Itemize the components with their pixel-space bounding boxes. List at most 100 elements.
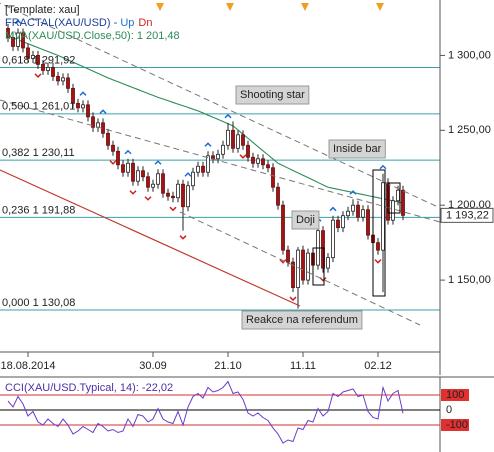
annotation-box <box>328 139 386 159</box>
fractal-up <box>379 164 387 170</box>
fractal-up <box>14 19 22 24</box>
fractal-down <box>144 196 152 201</box>
highlight-box <box>312 247 325 286</box>
annotation-text: Doji <box>296 214 315 226</box>
candle-body <box>91 116 95 128</box>
candle-body <box>156 173 160 185</box>
fractal-down <box>179 235 187 240</box>
fractal-down <box>169 206 177 212</box>
x-tick-label: 11.11 <box>290 360 316 372</box>
candle-body <box>381 182 385 251</box>
annotation-text: Inside bar <box>333 143 382 155</box>
candle-body <box>246 144 250 158</box>
candle-body <box>106 132 110 146</box>
candle-body <box>296 249 300 288</box>
candle-body <box>81 104 85 109</box>
fib-label: 0,236 1 191,88 <box>2 204 75 216</box>
candle-body <box>111 144 115 152</box>
highlight-box <box>387 182 401 214</box>
candle-body <box>271 167 275 188</box>
candle-body <box>231 129 235 149</box>
candle-body <box>361 209 365 218</box>
candle-body <box>276 186 280 206</box>
annotation-text: Shooting star <box>240 89 305 101</box>
candle-body <box>16 32 20 47</box>
candle-body <box>221 144 225 155</box>
y-tick-label: 1 250,00 <box>448 124 491 136</box>
fractal-down-label: Dn <box>138 17 152 29</box>
x-tick-label: 18.08.2014 <box>0 360 55 372</box>
cci-label: CCI(XAU/USD.Typical, 14): -22,02 <box>5 382 173 394</box>
candle-body <box>396 189 400 202</box>
candle-body <box>291 261 295 288</box>
candle-body <box>166 192 170 197</box>
cci-label-box <box>441 389 469 401</box>
fractal-up <box>79 91 87 96</box>
fractal-label: FRACTAL(XAU/USD) - Up Dn <box>5 17 152 29</box>
candle-body <box>351 204 355 212</box>
last-price-label: 1 193,22 <box>446 209 489 221</box>
fib-label: 0,000 1 130,08 <box>2 297 75 309</box>
candle-body <box>36 55 40 65</box>
ma-label: MVA(XAU/USD.Close,50): 1 201,48 <box>5 30 180 42</box>
fractal-down <box>279 259 287 264</box>
candle-body <box>41 64 45 71</box>
cci-tick-label: -100 <box>446 419 468 431</box>
fractal-up <box>124 149 132 155</box>
candle-body <box>376 242 380 251</box>
candle-body <box>306 252 310 281</box>
candle-body <box>66 77 70 89</box>
fib-label: 0,500 1 261,01 <box>2 101 75 113</box>
annotation-box <box>235 85 310 105</box>
candle-body <box>326 257 330 269</box>
candle-body <box>86 104 90 118</box>
candle-body <box>191 171 195 187</box>
candle-body <box>331 219 335 259</box>
cci-tick-label: 0 <box>446 404 452 416</box>
candle-body <box>121 164 125 173</box>
annotation-text: Reakce na referendum <box>246 314 358 326</box>
candle-body <box>226 129 230 146</box>
candle-body <box>26 47 30 59</box>
candle-body <box>171 195 175 199</box>
candle-body <box>356 204 360 218</box>
candle-body <box>216 153 220 160</box>
fractal-down <box>239 154 247 159</box>
fractal-up <box>329 206 337 212</box>
candle-body <box>71 87 75 104</box>
highlight-box <box>372 169 386 297</box>
trend-line <box>0 169 301 307</box>
candle-body <box>61 77 65 82</box>
candle-body <box>301 249 305 281</box>
candle-body <box>176 183 180 199</box>
candle-body <box>256 158 260 164</box>
candle-body <box>236 134 240 149</box>
candle-body <box>391 200 395 221</box>
fractal-up <box>184 172 192 177</box>
candle-body <box>151 183 155 188</box>
candle-body <box>31 55 35 59</box>
cci-line <box>7 380 404 444</box>
x-tick-label: 02.12 <box>364 360 392 372</box>
marker <box>226 3 234 11</box>
fractal-down <box>374 259 382 264</box>
candle-body <box>131 162 135 182</box>
candle-body <box>126 162 130 173</box>
candle-body <box>206 155 210 173</box>
candle-body <box>161 173 165 194</box>
marker <box>301 3 309 11</box>
candle-body <box>186 185 190 208</box>
fib-label: 0,382 1 230,11 <box>2 147 75 159</box>
candle-body <box>46 67 50 71</box>
candle-body <box>366 209 370 236</box>
x-tick-label: 30.09 <box>139 360 167 372</box>
candle-body <box>51 67 55 77</box>
candle-body <box>141 170 145 178</box>
fib-label: 0,618 1 291,92 <box>2 54 75 66</box>
candle-body <box>281 204 285 251</box>
candle-body <box>336 219 340 229</box>
fractal-down <box>289 296 297 302</box>
y-tick-label: 1 150,00 <box>448 274 491 286</box>
ma-line <box>7 35 404 204</box>
